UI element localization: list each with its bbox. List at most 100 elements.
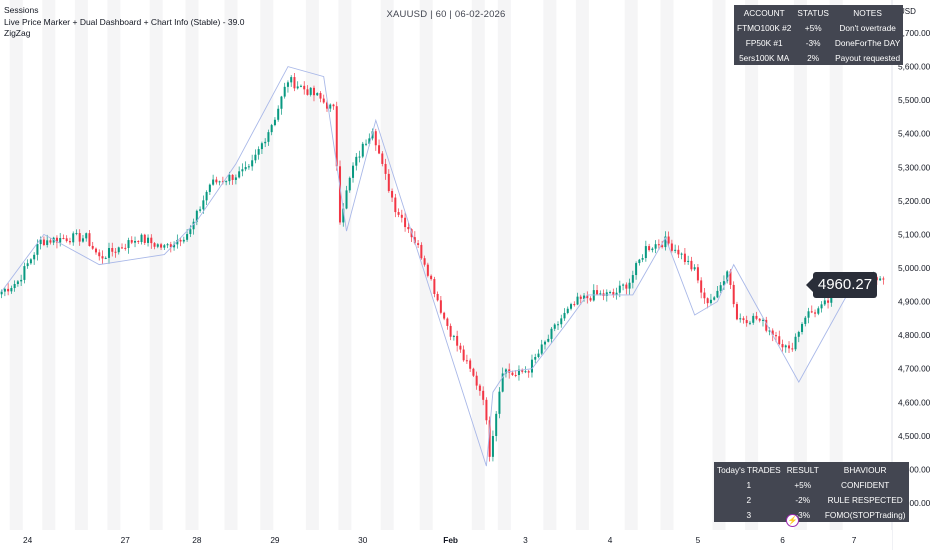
lightning-icon[interactable]: ⚡ (786, 514, 799, 527)
candle-body (98, 252, 101, 257)
candle (153, 241, 156, 250)
candle (641, 254, 644, 263)
candle (817, 306, 820, 316)
candle-body (49, 240, 52, 243)
candle (397, 208, 400, 218)
candle-body (801, 323, 804, 332)
candle (365, 139, 368, 147)
candle (683, 248, 686, 265)
zigzag-indicator (1, 66, 874, 467)
candle-body (365, 143, 368, 145)
candle-body (199, 209, 202, 211)
price-tick-label: 4,900.00 (898, 297, 931, 307)
candle (475, 371, 478, 390)
candle (501, 367, 504, 393)
candle (251, 154, 254, 171)
account-header-status: STATUS (797, 7, 829, 18)
candle-body (358, 156, 361, 158)
indicator-sessions[interactable]: Sessions (4, 5, 39, 15)
trade-behaviour: RULE RESPECTED (827, 494, 903, 505)
candle-body (433, 279, 436, 294)
candle (121, 243, 124, 249)
price-tick-label: 5,200.00 (898, 196, 931, 206)
candle-body (267, 132, 270, 142)
candle-body (387, 173, 390, 191)
session-band (42, 0, 56, 530)
candle-body (378, 145, 381, 154)
candle-body (114, 251, 117, 253)
candle (387, 169, 390, 193)
candle-body (651, 248, 654, 251)
candle (625, 282, 628, 295)
candle (267, 129, 270, 146)
candle-body (234, 177, 237, 180)
candle (75, 229, 78, 236)
candle (514, 370, 517, 378)
candle (381, 151, 384, 167)
candle-body (290, 77, 293, 83)
candle (303, 81, 306, 95)
candle-body (189, 229, 192, 235)
price-axis[interactable]: 5,700.00 5,600.00 5,500.00 5,400.00 5,300.00… (898, 28, 931, 508)
candle-body (88, 233, 91, 246)
candle-body (540, 344, 543, 354)
candle-body (755, 315, 758, 319)
session-band (380, 0, 394, 530)
account-dashboard: ACCOUNT STATUS NOTES FTMO100K #2 +5% Don… (734, 5, 904, 65)
candle-body (674, 249, 677, 251)
candle-body (677, 249, 680, 255)
candle-body (339, 166, 342, 223)
price-tick-label: 4,300.00 (898, 498, 931, 508)
time-axis[interactable]: 2427282930Feb3456710 (0, 530, 932, 550)
candle-body (137, 240, 140, 243)
candle (117, 246, 120, 255)
candle (882, 276, 885, 285)
candle (804, 315, 807, 327)
candle (472, 367, 475, 378)
candle-body (537, 353, 540, 358)
candle-body (690, 260, 693, 270)
candle (654, 240, 657, 254)
candle-body (439, 300, 442, 313)
candle-body (667, 236, 670, 244)
candle-body (605, 292, 608, 296)
candle-body (407, 227, 410, 230)
account-note: DoneForThe DAY (834, 37, 901, 48)
account-note: Don't overtrade (839, 22, 896, 33)
candle (322, 94, 325, 104)
candle (612, 288, 615, 298)
candle (644, 240, 647, 262)
candle-body (739, 318, 742, 320)
price-tick-label: 4,600.00 (898, 397, 931, 407)
candle (215, 176, 218, 185)
indicator-live-price-marker[interactable]: Live Price Marker + Dual Dashboard + Cha… (4, 16, 245, 27)
candle (456, 330, 459, 352)
candle (270, 123, 273, 136)
candle (680, 252, 683, 260)
indicator-zigzag[interactable]: ZigZag (4, 28, 31, 38)
candle-body (23, 266, 26, 280)
candle (781, 339, 784, 352)
candle (358, 150, 361, 163)
candle (426, 262, 429, 278)
candle (225, 180, 228, 186)
currency-label[interactable]: USD (899, 7, 916, 16)
candle (339, 160, 342, 225)
price-tick-label: 5,000.00 (898, 263, 931, 273)
candle-body (332, 104, 335, 107)
trade-behaviour: FOMO(STOPTrading) (824, 509, 906, 520)
candle-body (257, 149, 260, 155)
candle-body (361, 143, 364, 157)
candle-body (446, 318, 449, 326)
session-band (305, 0, 319, 530)
candle (173, 241, 176, 251)
candle-body (670, 243, 673, 251)
candle (706, 297, 709, 309)
candle-body (397, 212, 400, 215)
candle-body (342, 208, 345, 223)
candle-body (264, 141, 267, 144)
candle (566, 306, 569, 315)
candle-body (732, 284, 735, 305)
candle (709, 293, 712, 305)
